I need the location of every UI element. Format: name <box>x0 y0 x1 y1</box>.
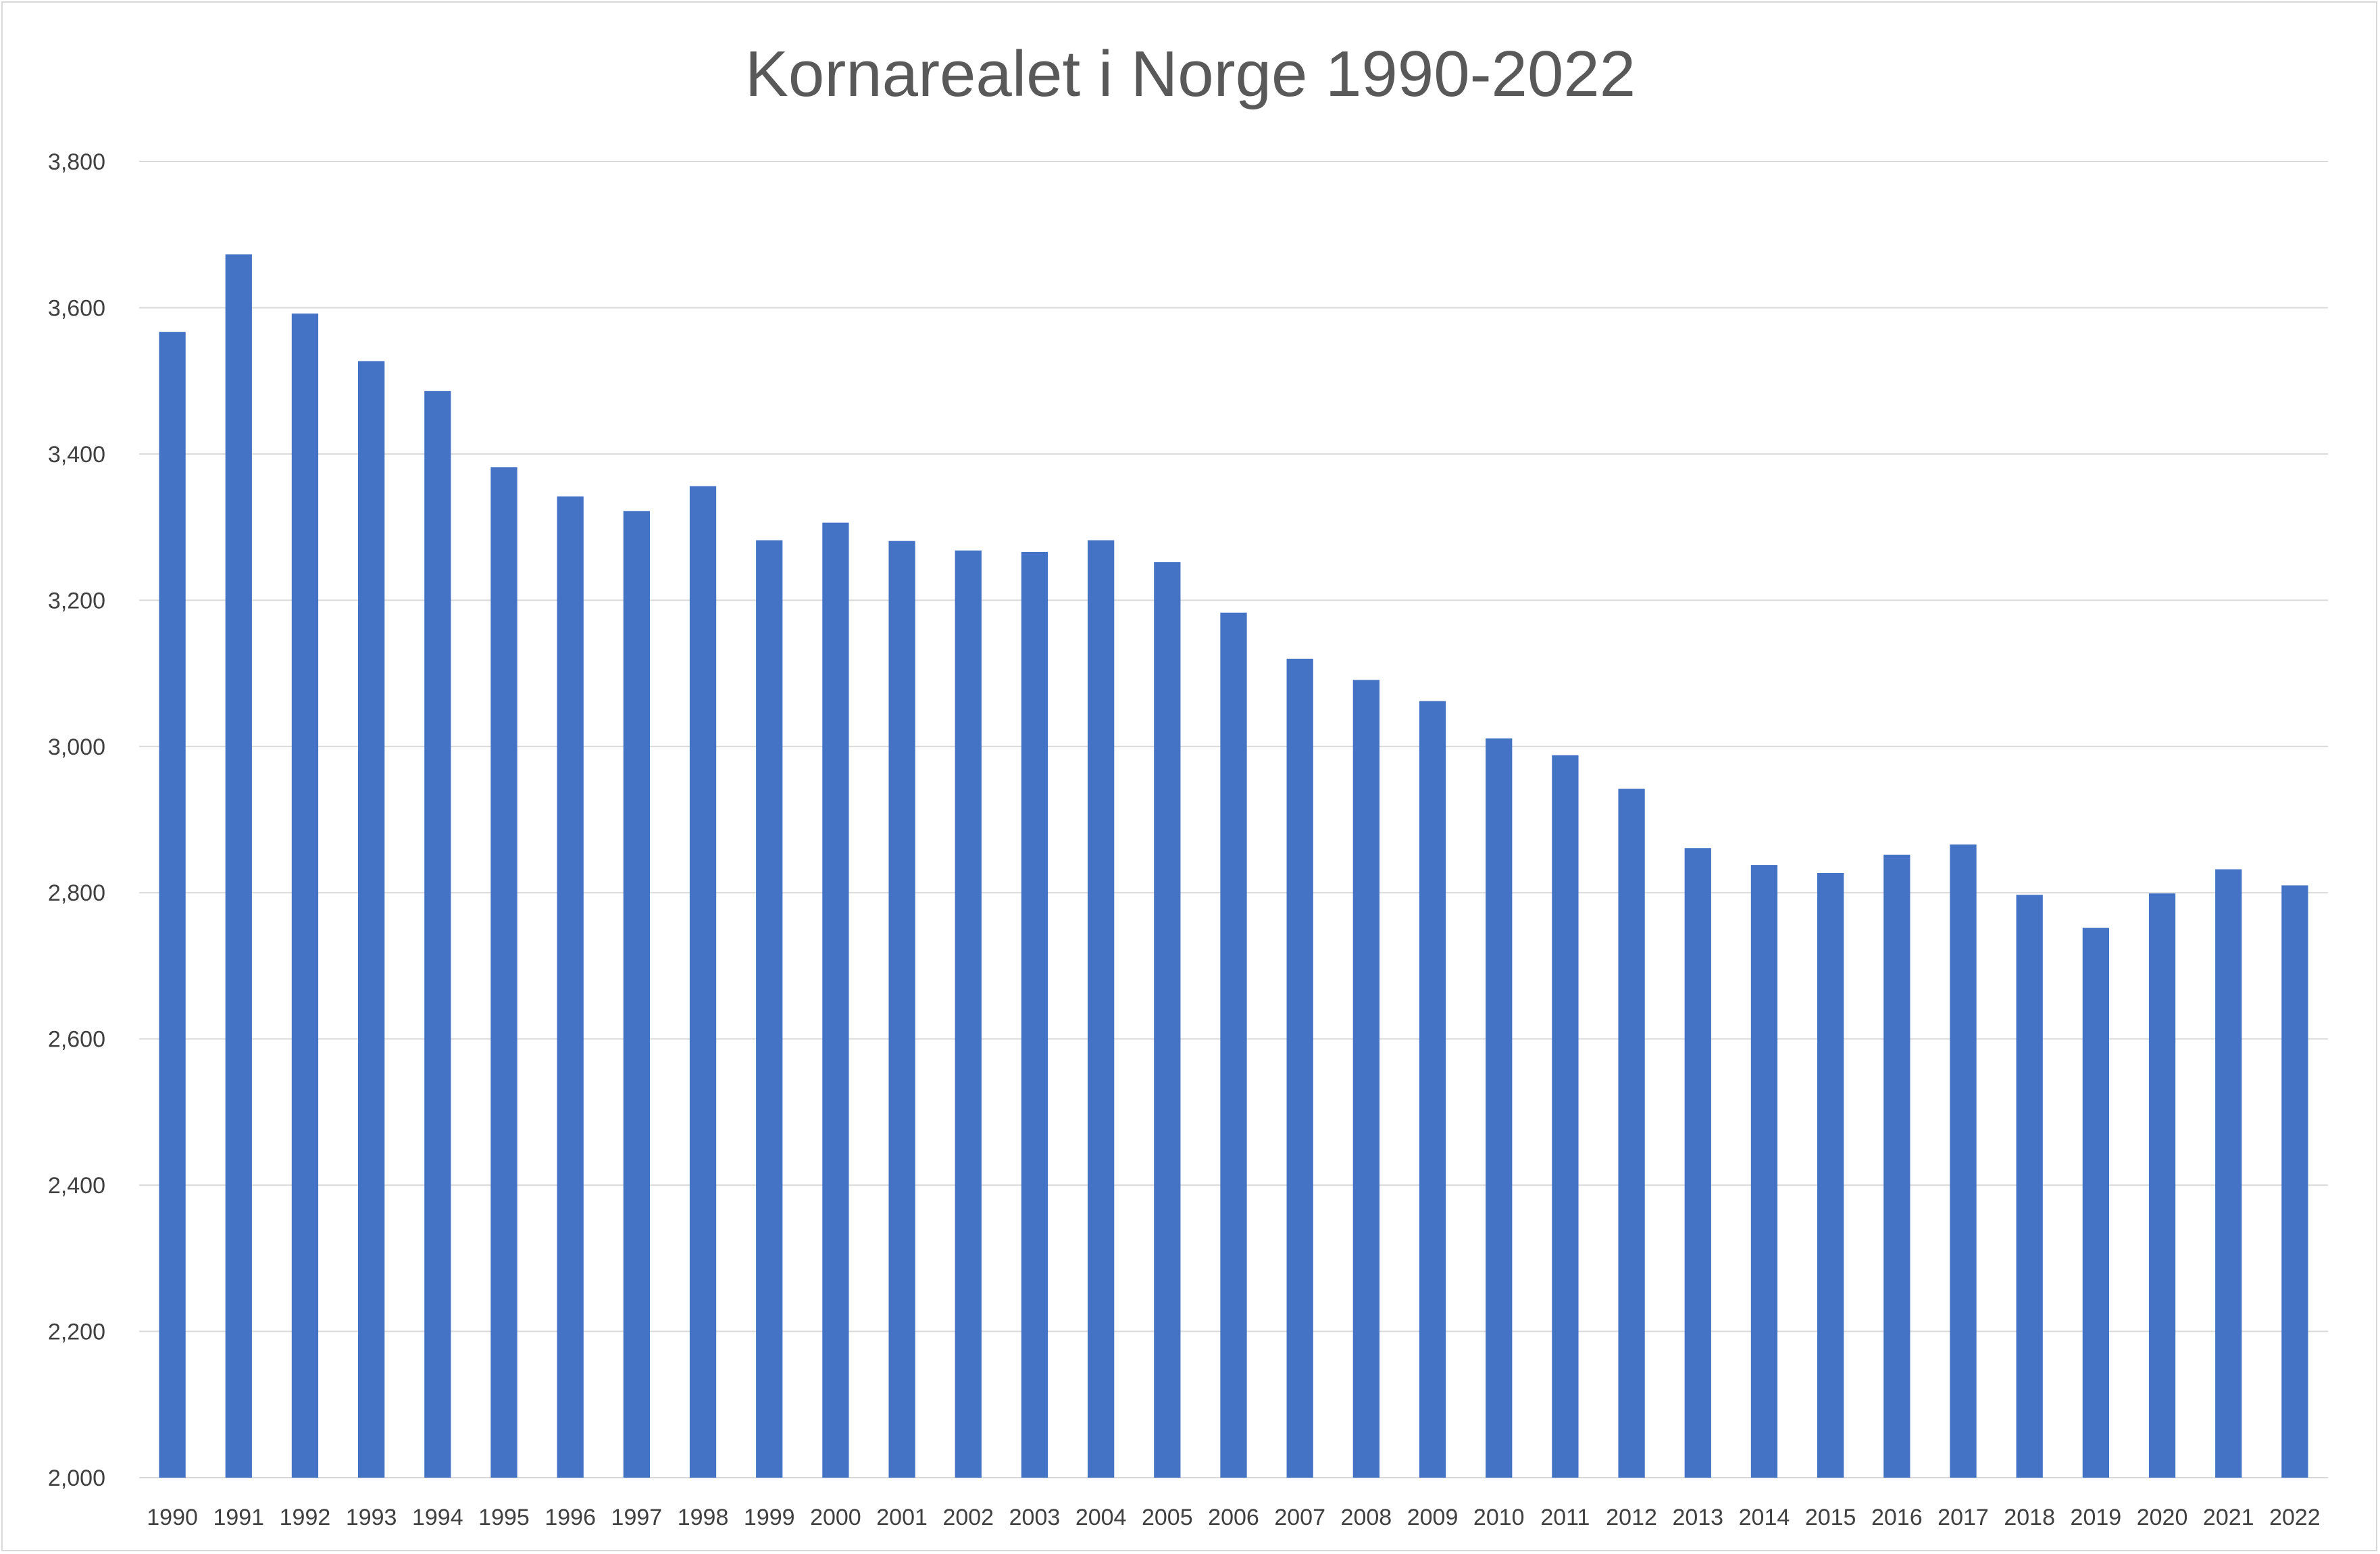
y-tick-label: 2,600 <box>48 1027 105 1053</box>
bar-1990 <box>159 332 186 1478</box>
x-tick-label: 2020 <box>2137 1505 2188 1530</box>
bar-2021 <box>2215 869 2242 1478</box>
bar-2004 <box>1088 540 1115 1478</box>
bar-chart: Kornarealet i Norge 1990-2022 2,000 2,200… <box>48 38 2328 1530</box>
x-tick-label: 1997 <box>611 1505 663 1530</box>
bars <box>159 254 2308 1478</box>
x-tick-label: 1990 <box>147 1505 198 1530</box>
x-tick-label: 2018 <box>2004 1505 2055 1530</box>
bar-1998 <box>689 486 717 1478</box>
bar-2014 <box>1750 865 1778 1478</box>
bar-2009 <box>1419 701 1446 1478</box>
x-tick-label: 2015 <box>1805 1505 1856 1530</box>
bar-2003 <box>1021 551 1048 1478</box>
x-tick-label: 2009 <box>1407 1505 1459 1530</box>
x-tick-label: 1996 <box>545 1505 596 1530</box>
x-tick-label: 1999 <box>744 1505 795 1530</box>
bar-2012 <box>1618 788 1645 1478</box>
bar-2001 <box>888 541 915 1478</box>
bar-2007 <box>1286 658 1313 1478</box>
bar-2020 <box>2148 893 2176 1478</box>
x-tick-label: 2000 <box>810 1505 861 1530</box>
bar-1994 <box>424 391 451 1478</box>
bar-1993 <box>358 361 385 1478</box>
y-tick-label: 3,800 <box>48 149 105 175</box>
y-tick-label: 3,600 <box>48 295 105 321</box>
bar-1995 <box>490 467 517 1478</box>
x-tick-label: 2006 <box>1208 1505 1259 1530</box>
bar-2019 <box>2082 928 2109 1478</box>
x-tick-label: 2016 <box>1871 1505 1923 1530</box>
x-tick-label: 2003 <box>1009 1505 1061 1530</box>
x-tick-label: 1993 <box>346 1505 397 1530</box>
y-axis-tick-labels: 2,000 2,200 2,400 2,600 2,800 3,000 3,200 3,400… <box>48 149 105 1491</box>
x-tick-label: 2014 <box>1739 1505 1790 1530</box>
bar-2002 <box>955 550 982 1478</box>
x-tick-label: 2002 <box>942 1505 994 1530</box>
y-tick-label: 3,400 <box>48 442 105 468</box>
x-tick-label: 1995 <box>478 1505 530 1530</box>
x-tick-label: 2017 <box>1938 1505 1989 1530</box>
bar-2013 <box>1684 848 1711 1478</box>
y-tick-label: 2,800 <box>48 880 105 906</box>
x-tick-label: 1991 <box>213 1505 264 1530</box>
bar-2015 <box>1817 873 1844 1478</box>
bar-2017 <box>1950 844 1977 1478</box>
x-tick-label: 2008 <box>1341 1505 1392 1530</box>
bar-1996 <box>557 496 584 1478</box>
x-tick-label: 2010 <box>1473 1505 1525 1530</box>
y-tick-label: 2,200 <box>48 1320 105 1345</box>
x-tick-label: 2012 <box>1606 1505 1657 1530</box>
bar-1992 <box>291 314 319 1478</box>
x-tick-label: 1998 <box>678 1505 729 1530</box>
bar-2010 <box>1486 738 1513 1478</box>
y-tick-label: 2,000 <box>48 1465 105 1491</box>
bar-1999 <box>756 540 783 1478</box>
x-tick-label: 2019 <box>2071 1505 2122 1530</box>
y-tick-label: 3,000 <box>48 734 105 760</box>
bar-2006 <box>1220 612 1247 1478</box>
bar-1991 <box>225 254 252 1478</box>
bar-2022 <box>2281 885 2308 1478</box>
x-tick-label: 1994 <box>412 1505 463 1530</box>
x-axis-tick-labels: 1990 1991 1992 1993 1994 1995 1996 1997 1998 1999… <box>147 1505 2320 1530</box>
y-tick-label: 2,400 <box>48 1173 105 1199</box>
bar-2008 <box>1352 680 1379 1478</box>
x-tick-label: 2011 <box>1540 1505 1590 1530</box>
x-tick-label: 2004 <box>1075 1505 1127 1530</box>
bar-1997 <box>623 511 650 1478</box>
x-tick-label: 2001 <box>876 1505 928 1530</box>
bar-2011 <box>1552 755 1579 1478</box>
bar-2000 <box>822 522 849 1478</box>
x-tick-label: 1992 <box>280 1505 331 1530</box>
chart-title: Kornarealet i Norge 1990-2022 <box>745 38 1636 110</box>
bar-2016 <box>1883 854 1910 1478</box>
x-tick-label: 2007 <box>1274 1505 1325 1530</box>
bar-2005 <box>1154 562 1181 1478</box>
x-tick-label: 2005 <box>1142 1505 1193 1530</box>
y-tick-label: 3,200 <box>48 588 105 613</box>
bar-2018 <box>2016 895 2043 1478</box>
x-tick-label: 2022 <box>2269 1505 2321 1530</box>
x-tick-label: 2021 <box>2203 1505 2254 1530</box>
x-tick-label: 2013 <box>1672 1505 1723 1530</box>
